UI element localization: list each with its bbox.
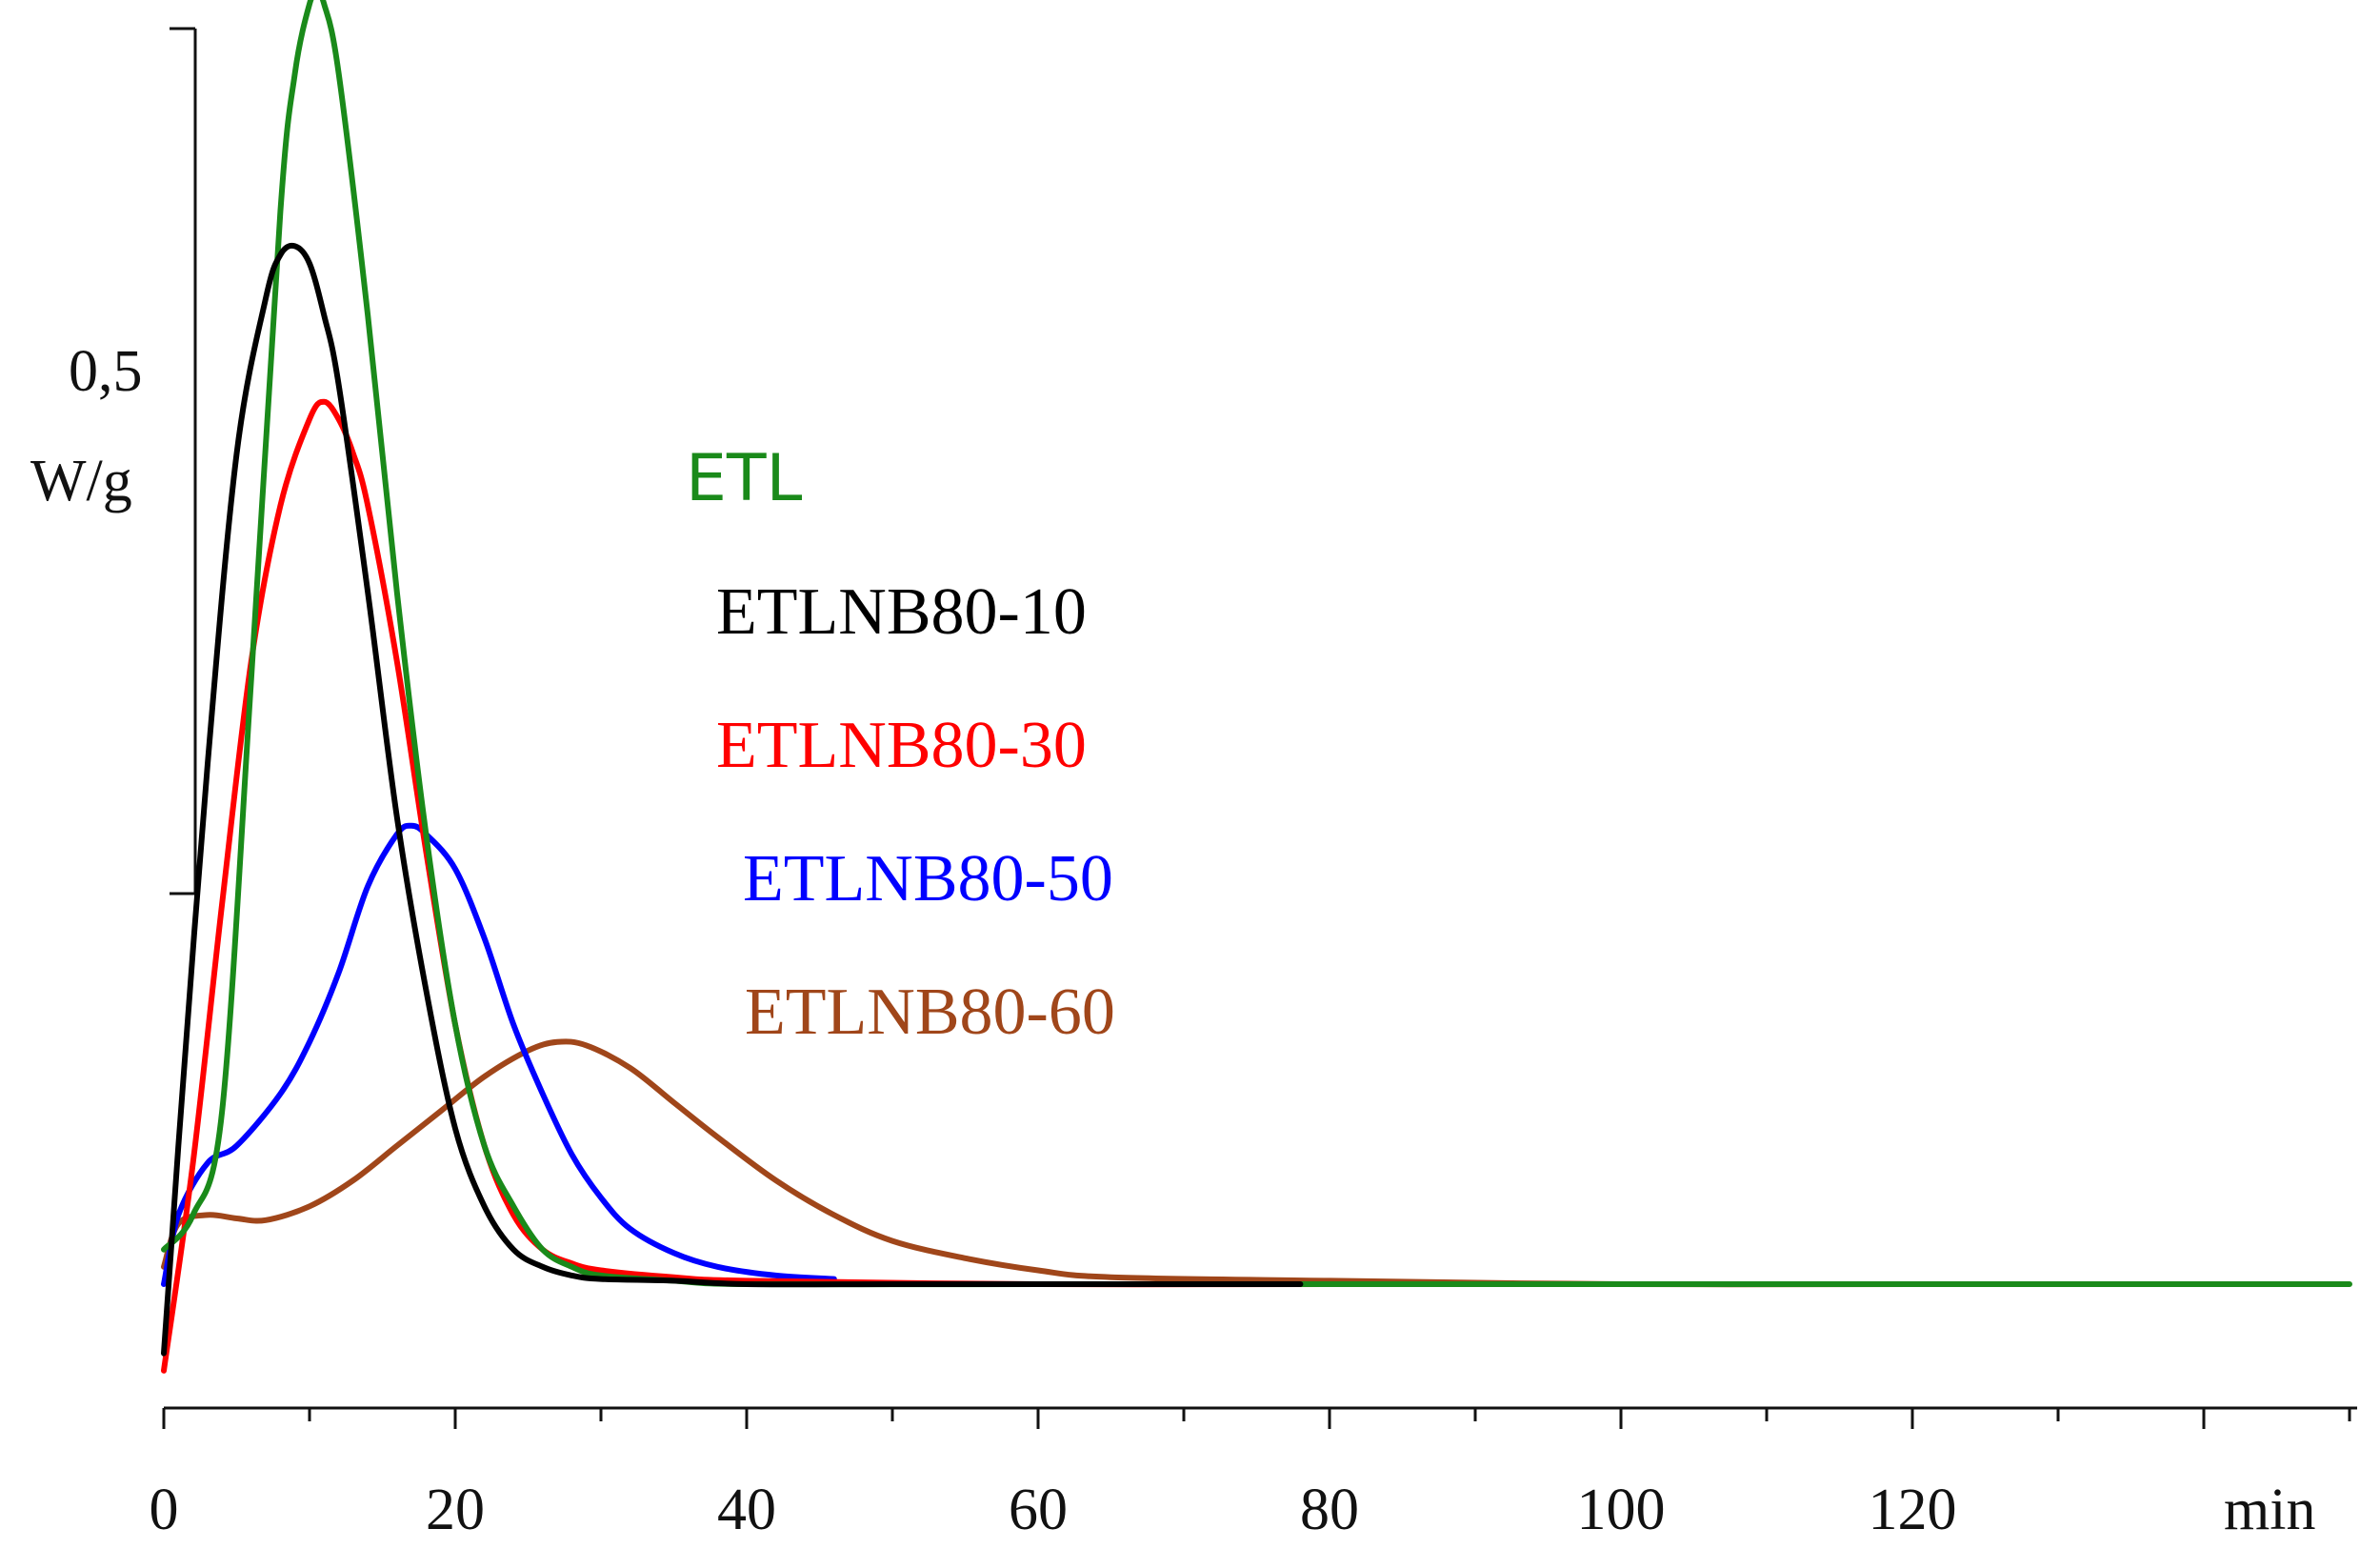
- x-tick-label-20: 20: [426, 1478, 485, 1542]
- legend-label-etlnb80-60: ETLNB80-60: [745, 976, 1115, 1049]
- legend-label-etlnb80-10: ETLNB80-10: [716, 575, 1087, 649]
- series-layer: [161, 0, 2352, 1374]
- x-axis-label: min: [2224, 1478, 2315, 1542]
- legend-label-etlnb80-30: ETLNB80-30: [716, 709, 1087, 782]
- series-line-etlnb80-60: [161, 1038, 1915, 1288]
- y-scale-label: 0,5: [69, 339, 143, 404]
- legend-label-etlnb80-50: ETLNB80-50: [743, 842, 1113, 915]
- x-axis-ticks: [162, 1408, 2351, 1429]
- x-tick-label-40: 40: [717, 1478, 776, 1542]
- x-tick-label-80: 80: [1300, 1478, 1359, 1542]
- series-line-etl: [161, 0, 2352, 1288]
- legend-label-etl: ETL: [686, 441, 803, 516]
- x-tick-label-100: 100: [1577, 1478, 1666, 1542]
- series-line-etlnb80-10: [161, 242, 1304, 1357]
- x-tick-label-0: 0: [150, 1478, 179, 1542]
- x-tick-label-60: 60: [1009, 1478, 1068, 1542]
- series-line-etlnb80-50: [161, 822, 837, 1287]
- y-axis-unit-label: W/g: [30, 449, 132, 513]
- x-axis-tick-labels: 0 20 40 60 80 100 120: [150, 1478, 1957, 1542]
- x-tick-label-120: 120: [1869, 1478, 1957, 1542]
